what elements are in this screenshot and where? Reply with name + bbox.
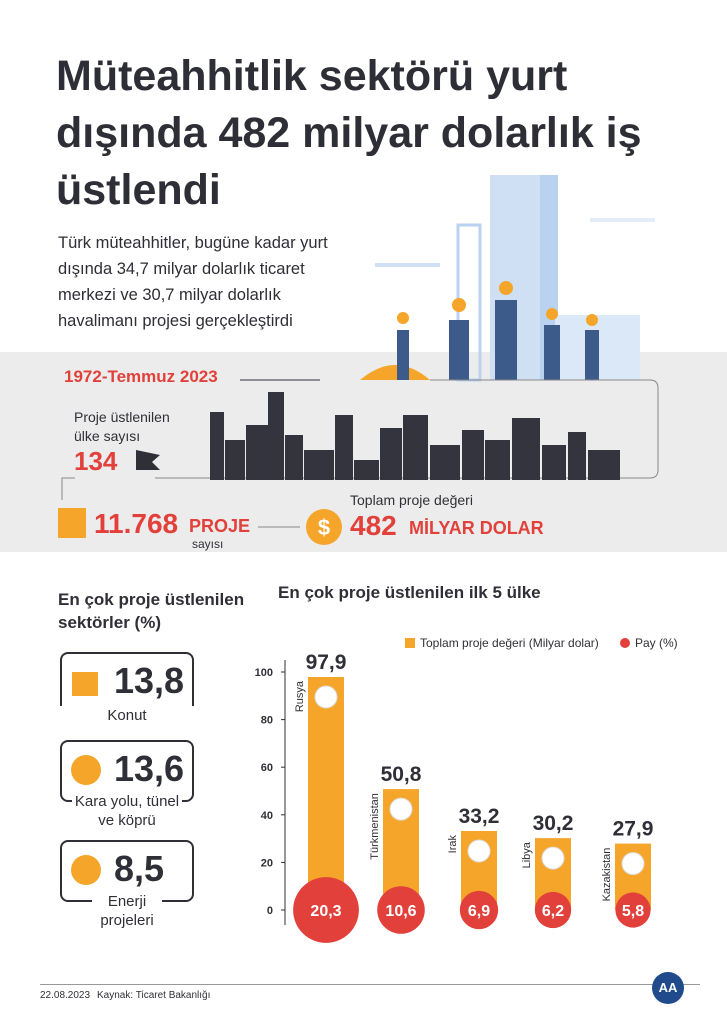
footer-rule [40,984,700,985]
share-bubble [615,892,651,928]
value-label: Toplam proje değeri [350,492,473,508]
flag [541,846,565,870]
share-bubble [293,877,359,943]
y-tick-label: 40 [261,810,273,822]
icon [72,672,98,696]
projects-sub: sayısı [192,537,224,551]
value-label: 97,9 [306,651,347,674]
y-tick-label: 100 [255,667,273,679]
projects-unit: PROJE [189,516,251,536]
share-label: 10,6 [385,903,416,920]
value: 482 [350,510,397,541]
icon [71,755,101,785]
sector-box: 13,8 Konut [52,652,202,725]
period: 1972-Temmuz 2023 [64,367,218,386]
share-bubble [459,890,499,930]
title: Müteahhitlik sektörü yurt dışında 482 mi… [56,52,642,214]
share-label: 20,3 [310,903,341,920]
source: Kaynak: Ticaret Bakanlığı [97,990,211,1001]
share-label: 6,2 [542,903,564,920]
sector-label: Kara yolu, tünel ve köprü [72,792,182,830]
y-tick-label: 20 [261,857,273,869]
sector-label: Konut [52,706,202,725]
chart-title: En çok proje üstlenilen ilk 5 ülke [278,583,541,602]
projects: 11.768 [94,508,179,539]
value-label: 30,2 [533,812,574,835]
date: 22.08.2023 [40,990,91,1001]
category-label: Kazakistan [601,848,613,902]
sectors-title: En çok proje üstlenilen sektörler (%) [58,590,245,632]
category-label: Rusya [294,680,306,712]
flag [389,797,413,821]
category-label: Irak [447,834,459,853]
legend-swatch [620,638,630,648]
share-bubble [377,886,425,934]
sector-value: 8,5 [114,848,165,889]
flag [621,852,645,876]
value-unit: MİLYAR DOLAR [409,518,544,538]
sector-box: 8,5 Enerji projeleri [60,840,194,930]
value-label: 27,9 [613,818,654,841]
value-label: 33,2 [459,805,500,828]
icon [71,855,101,885]
flag [467,839,491,863]
y-tick-label: 80 [261,715,273,727]
illustration: $ [58,175,659,545]
y-tick-label: 0 [267,905,273,917]
share-bubble [534,891,572,929]
category-label: Libya [521,841,533,868]
value-label: 50,8 [381,763,422,786]
bar [308,676,344,910]
legend-label: Toplam proje değeri (Milyar dolar) [420,636,599,650]
svg-text:$: $ [318,515,330,540]
legend-swatch [405,638,415,648]
sector-value: 13,8 [114,660,185,701]
sector-box: 13,6 Kara yolu, tünel ve köprü [60,740,194,830]
legend-label: Pay (%) [635,636,678,650]
flag [314,685,338,709]
sector-value: 13,6 [114,748,185,789]
subtitle: Türk müteahhitler, bugüne kadar yurt dış… [58,234,328,330]
logo: AA [652,972,684,1004]
bar-chart: En çok proje üstlenilen ilk 5 ülke Topla… [255,583,678,943]
share-label: 6,9 [468,903,490,920]
countries-label: Proje üstlenilen ülke sayısı [74,409,170,444]
sector-label: Enerji projeleri [92,892,162,930]
y-tick-label: 60 [261,762,273,774]
category-label: Türkmenistan [369,793,381,860]
countries: 134 [74,446,118,476]
share-label: 5,8 [622,903,644,920]
